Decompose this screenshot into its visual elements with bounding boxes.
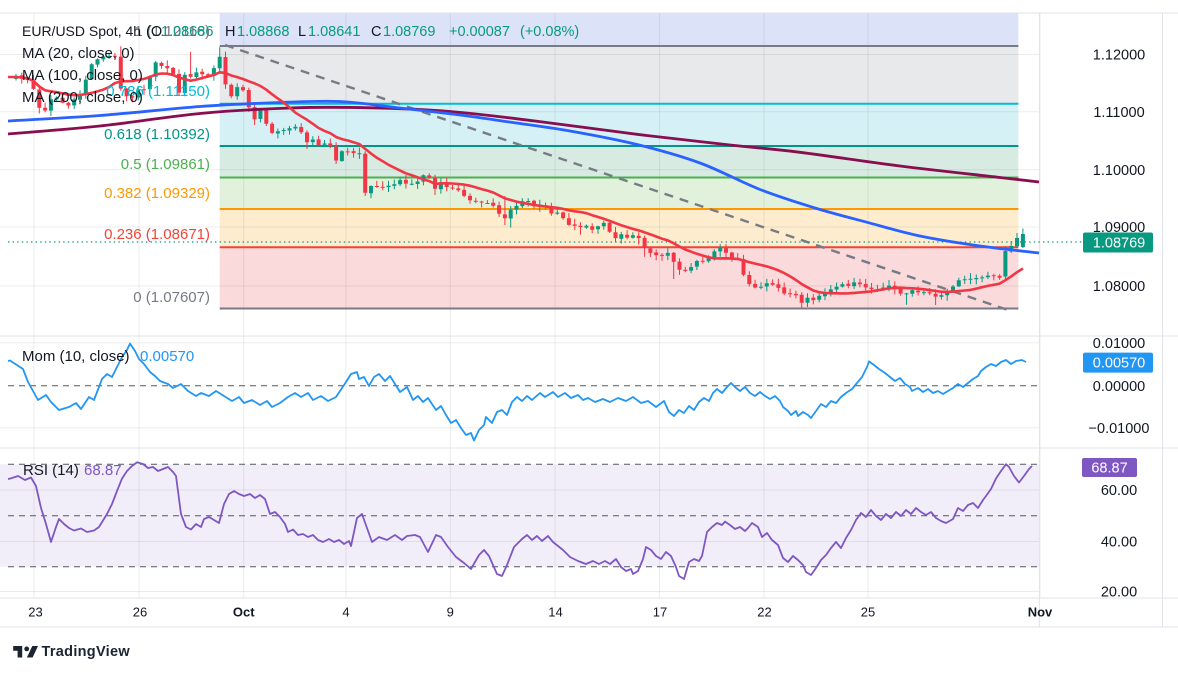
svg-text:68.87: 68.87 (1091, 461, 1127, 477)
svg-text:0.786 (1.11150): 0.786 (1.11150) (106, 83, 210, 100)
svg-text:+0.00087: +0.00087 (449, 24, 510, 40)
svg-text:1.10000: 1.10000 (1093, 163, 1145, 179)
svg-text:26: 26 (133, 605, 147, 620)
svg-text:0.236 (1.08671): 0.236 (1.08671) (104, 226, 210, 243)
svg-text:9: 9 (447, 605, 454, 620)
svg-text:0.00570: 0.00570 (1093, 356, 1145, 372)
svg-text:0 (1.07607): 0 (1.07607) (133, 289, 210, 306)
svg-text:Nov: Nov (1028, 605, 1053, 620)
svg-text:0.01000: 0.01000 (1093, 336, 1145, 352)
svg-text:60.00: 60.00 (1101, 483, 1137, 499)
svg-text:23: 23 (28, 605, 42, 620)
svg-text:14: 14 (548, 605, 562, 620)
svg-text:20.00: 20.00 (1101, 585, 1137, 601)
svg-text:1.08868: 1.08868 (237, 24, 289, 40)
svg-text:MA (200, close, 0): MA (200, close, 0) (22, 89, 143, 106)
svg-text:1.08769: 1.08769 (1093, 236, 1145, 252)
svg-text:C: C (371, 24, 381, 40)
svg-text:L: L (298, 24, 306, 40)
svg-text:MA (100, close, 0): MA (100, close, 0) (22, 67, 143, 84)
svg-text:1.12000: 1.12000 (1093, 48, 1145, 64)
svg-text:MA (20, close, 0): MA (20, close, 0) (22, 45, 135, 62)
svg-text:Mom (10, close): Mom (10, close) (22, 348, 130, 365)
svg-text:TradingView: TradingView (42, 644, 131, 660)
svg-text:−0.01000: −0.01000 (1089, 421, 1150, 437)
svg-text:0.382 (1.09329): 0.382 (1.09329) (104, 185, 210, 202)
svg-text:40.00: 40.00 (1101, 535, 1137, 551)
svg-text:0.618 (1.10392): 0.618 (1.10392) (104, 126, 210, 143)
svg-text:Oct: Oct (233, 605, 255, 620)
svg-text:1.08000: 1.08000 (1093, 279, 1145, 295)
svg-text:1 (1.12116): 1 (1.12116) (134, 23, 210, 40)
svg-text:1.08769: 1.08769 (383, 24, 435, 40)
svg-text:H: H (225, 24, 235, 40)
svg-text:0.5 (1.09861): 0.5 (1.09861) (121, 156, 210, 173)
svg-text:22: 22 (757, 605, 771, 620)
svg-text:4: 4 (342, 605, 349, 620)
svg-text:(O: (O (146, 24, 162, 40)
svg-text:1.08686: 1.08686 (161, 24, 213, 40)
svg-text:25: 25 (861, 605, 875, 620)
svg-text:(+0.08%): (+0.08%) (520, 24, 579, 40)
svg-text:1.08641: 1.08641 (308, 24, 360, 40)
svg-text:EUR/USD Spot, 4h: EUR/USD Spot, 4h (22, 23, 141, 39)
svg-text:0.00570: 0.00570 (140, 348, 194, 365)
svg-text:17: 17 (653, 605, 667, 620)
svg-text:68.87: 68.87 (84, 462, 122, 479)
svg-text:0.00000: 0.00000 (1093, 379, 1145, 395)
svg-text:1.11000: 1.11000 (1093, 105, 1144, 121)
svg-text:1.09000: 1.09000 (1093, 220, 1145, 236)
svg-text:RSI (14): RSI (14) (23, 462, 79, 479)
